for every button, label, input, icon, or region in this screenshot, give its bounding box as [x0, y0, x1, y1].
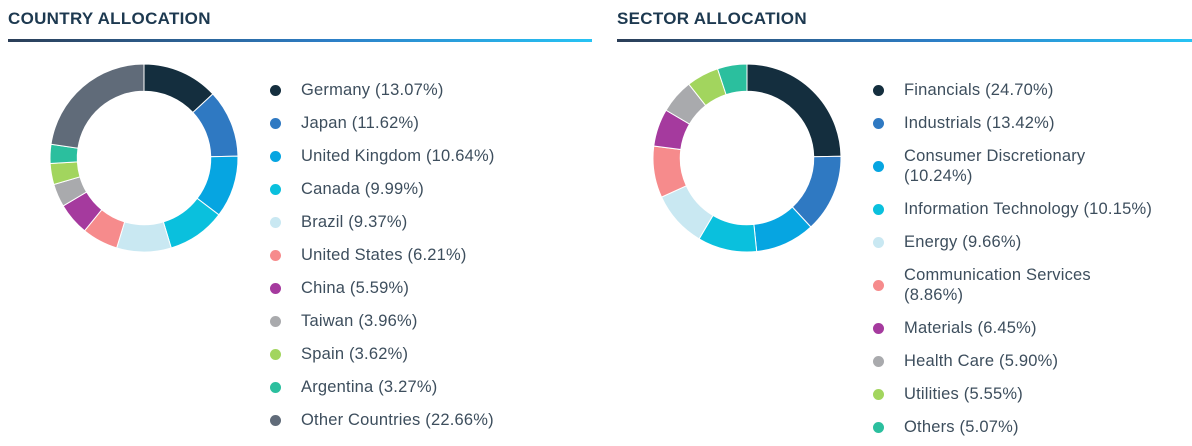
legend-bullet-icon	[873, 388, 884, 400]
legend-bullet-icon	[270, 216, 281, 228]
donut-segment-others	[716, 63, 748, 96]
legend-bullet-icon	[270, 381, 281, 393]
legend-label: Other Countries (22.66%)	[301, 411, 494, 429]
donut-segment-financials	[746, 63, 842, 158]
legend-bullet-icon	[873, 236, 884, 248]
legend-item-energy: Energy (9.66%)	[873, 232, 1152, 252]
legend-label: Japan (11.62%)	[301, 114, 420, 132]
legend-item-spain: Spain (3.62%)	[270, 344, 495, 364]
legend-bullet-icon	[270, 282, 281, 294]
country-chart-row: Germany (13.07%) Japan (11.62%) United Kin…	[8, 63, 592, 443]
legend-item-health-care: Health Care (5.90%)	[873, 351, 1152, 371]
sector-title-underline	[617, 39, 1192, 42]
legend-item-taiwan: Taiwan (3.96%)	[270, 311, 495, 331]
legend-bullet-icon	[873, 279, 884, 291]
legend-label: Spain (3.62%)	[301, 345, 409, 363]
legend-label: Argentina (3.27%)	[301, 378, 438, 396]
sector-chart-row: Financials (24.70%) Industrials (13.42%) C…	[617, 63, 1192, 446]
legend-label: Energy (9.66%)	[904, 233, 1022, 251]
legend-bullet-icon	[270, 84, 281, 96]
country-legend: Germany (13.07%) Japan (11.62%) United Kin…	[270, 80, 495, 443]
legend-item-china: China (5.59%)	[270, 278, 495, 298]
legend-bullet-icon	[270, 414, 281, 426]
legend-bullet-icon	[873, 355, 884, 367]
legend-item-consumer-discretionary: Consumer Discretionary (10.24%)	[873, 146, 1152, 186]
legend-bullet-icon	[873, 322, 884, 334]
legend-item-communication-services: Communication Services (8.86%)	[873, 265, 1152, 305]
legend-bullet-icon	[270, 183, 281, 195]
legend-item-japan: Japan (11.62%)	[270, 113, 495, 133]
legend-item-argentina: Argentina (3.27%)	[270, 377, 495, 397]
legend-item-canada: Canada (9.99%)	[270, 179, 495, 199]
legend-item-information-technology: Information Technology (10.15%)	[873, 199, 1152, 219]
legend-item-materials: Materials (6.45%)	[873, 318, 1152, 338]
legend-bullet-icon	[270, 315, 281, 327]
country-title-underline	[8, 39, 592, 42]
legend-label: Germany (13.07%)	[301, 81, 444, 99]
legend-bullet-icon	[873, 421, 884, 433]
legend-label: Canada (9.99%)	[301, 180, 424, 198]
legend-bullet-icon	[270, 249, 281, 261]
legend-label: Financials (24.70%)	[904, 81, 1054, 99]
legend-item-financials: Financials (24.70%)	[873, 80, 1152, 100]
legend-label: Taiwan (3.96%)	[301, 312, 418, 330]
legend-bullet-icon	[873, 117, 884, 129]
sector-legend: Financials (24.70%) Industrials (13.42%) C…	[873, 80, 1152, 446]
legend-bullet-icon	[270, 348, 281, 360]
sector-allocation-title: SECTOR ALLOCATION	[617, 9, 807, 28]
legend-label: Information Technology (10.15%)	[904, 200, 1153, 218]
legend-item-germany: Germany (13.07%)	[270, 80, 495, 100]
legend-item-utilities: Utilities (5.55%)	[873, 384, 1152, 404]
legend-label: Brazil (9.37%)	[301, 213, 408, 231]
legend-label: Industrials (13.42%)	[904, 114, 1055, 132]
country-allocation-panel: COUNTRY ALLOCATION Germany (13.07%) Japan…	[8, 0, 592, 446]
legend-item-united-kingdom: United Kingdom (10.64%)	[270, 146, 495, 166]
legend-label: Health Care (5.90%)	[904, 352, 1059, 370]
country-allocation-title: COUNTRY ALLOCATION	[8, 9, 211, 28]
sector-allocation-panel: SECTOR ALLOCATION Financials (24.70%) Ind…	[617, 0, 1192, 446]
legend-label: Utilities (5.55%)	[904, 385, 1023, 403]
legend-label: Materials (6.45%)	[904, 319, 1037, 337]
legend-label: China (5.59%)	[301, 279, 410, 297]
donut-segment-brazil	[116, 221, 172, 253]
legend-item-others: Others (5.07%)	[873, 417, 1152, 437]
sector-donut-chart	[652, 63, 842, 253]
legend-label: United States (6.21%)	[301, 246, 467, 264]
legend-item-united-states: United States (6.21%)	[270, 245, 495, 265]
legend-item-other-countries: Other Countries (22.66%)	[270, 410, 495, 430]
country-donut-chart	[49, 63, 239, 253]
legend-item-industrials: Industrials (13.42%)	[873, 113, 1152, 133]
legend-label: Consumer Discretionary (10.24%)	[904, 147, 1086, 185]
legend-label: Communication Services (8.86%)	[904, 266, 1091, 304]
legend-label: Others (5.07%)	[904, 418, 1019, 436]
legend-bullet-icon	[873, 84, 884, 96]
legend-bullet-icon	[873, 203, 884, 215]
legend-item-brazil: Brazil (9.37%)	[270, 212, 495, 232]
legend-bullet-icon	[270, 150, 281, 162]
donut-segment-other-countries	[50, 63, 145, 149]
legend-label: United Kingdom (10.64%)	[301, 147, 495, 165]
legend-bullet-icon	[270, 117, 281, 129]
legend-bullet-icon	[873, 160, 884, 172]
